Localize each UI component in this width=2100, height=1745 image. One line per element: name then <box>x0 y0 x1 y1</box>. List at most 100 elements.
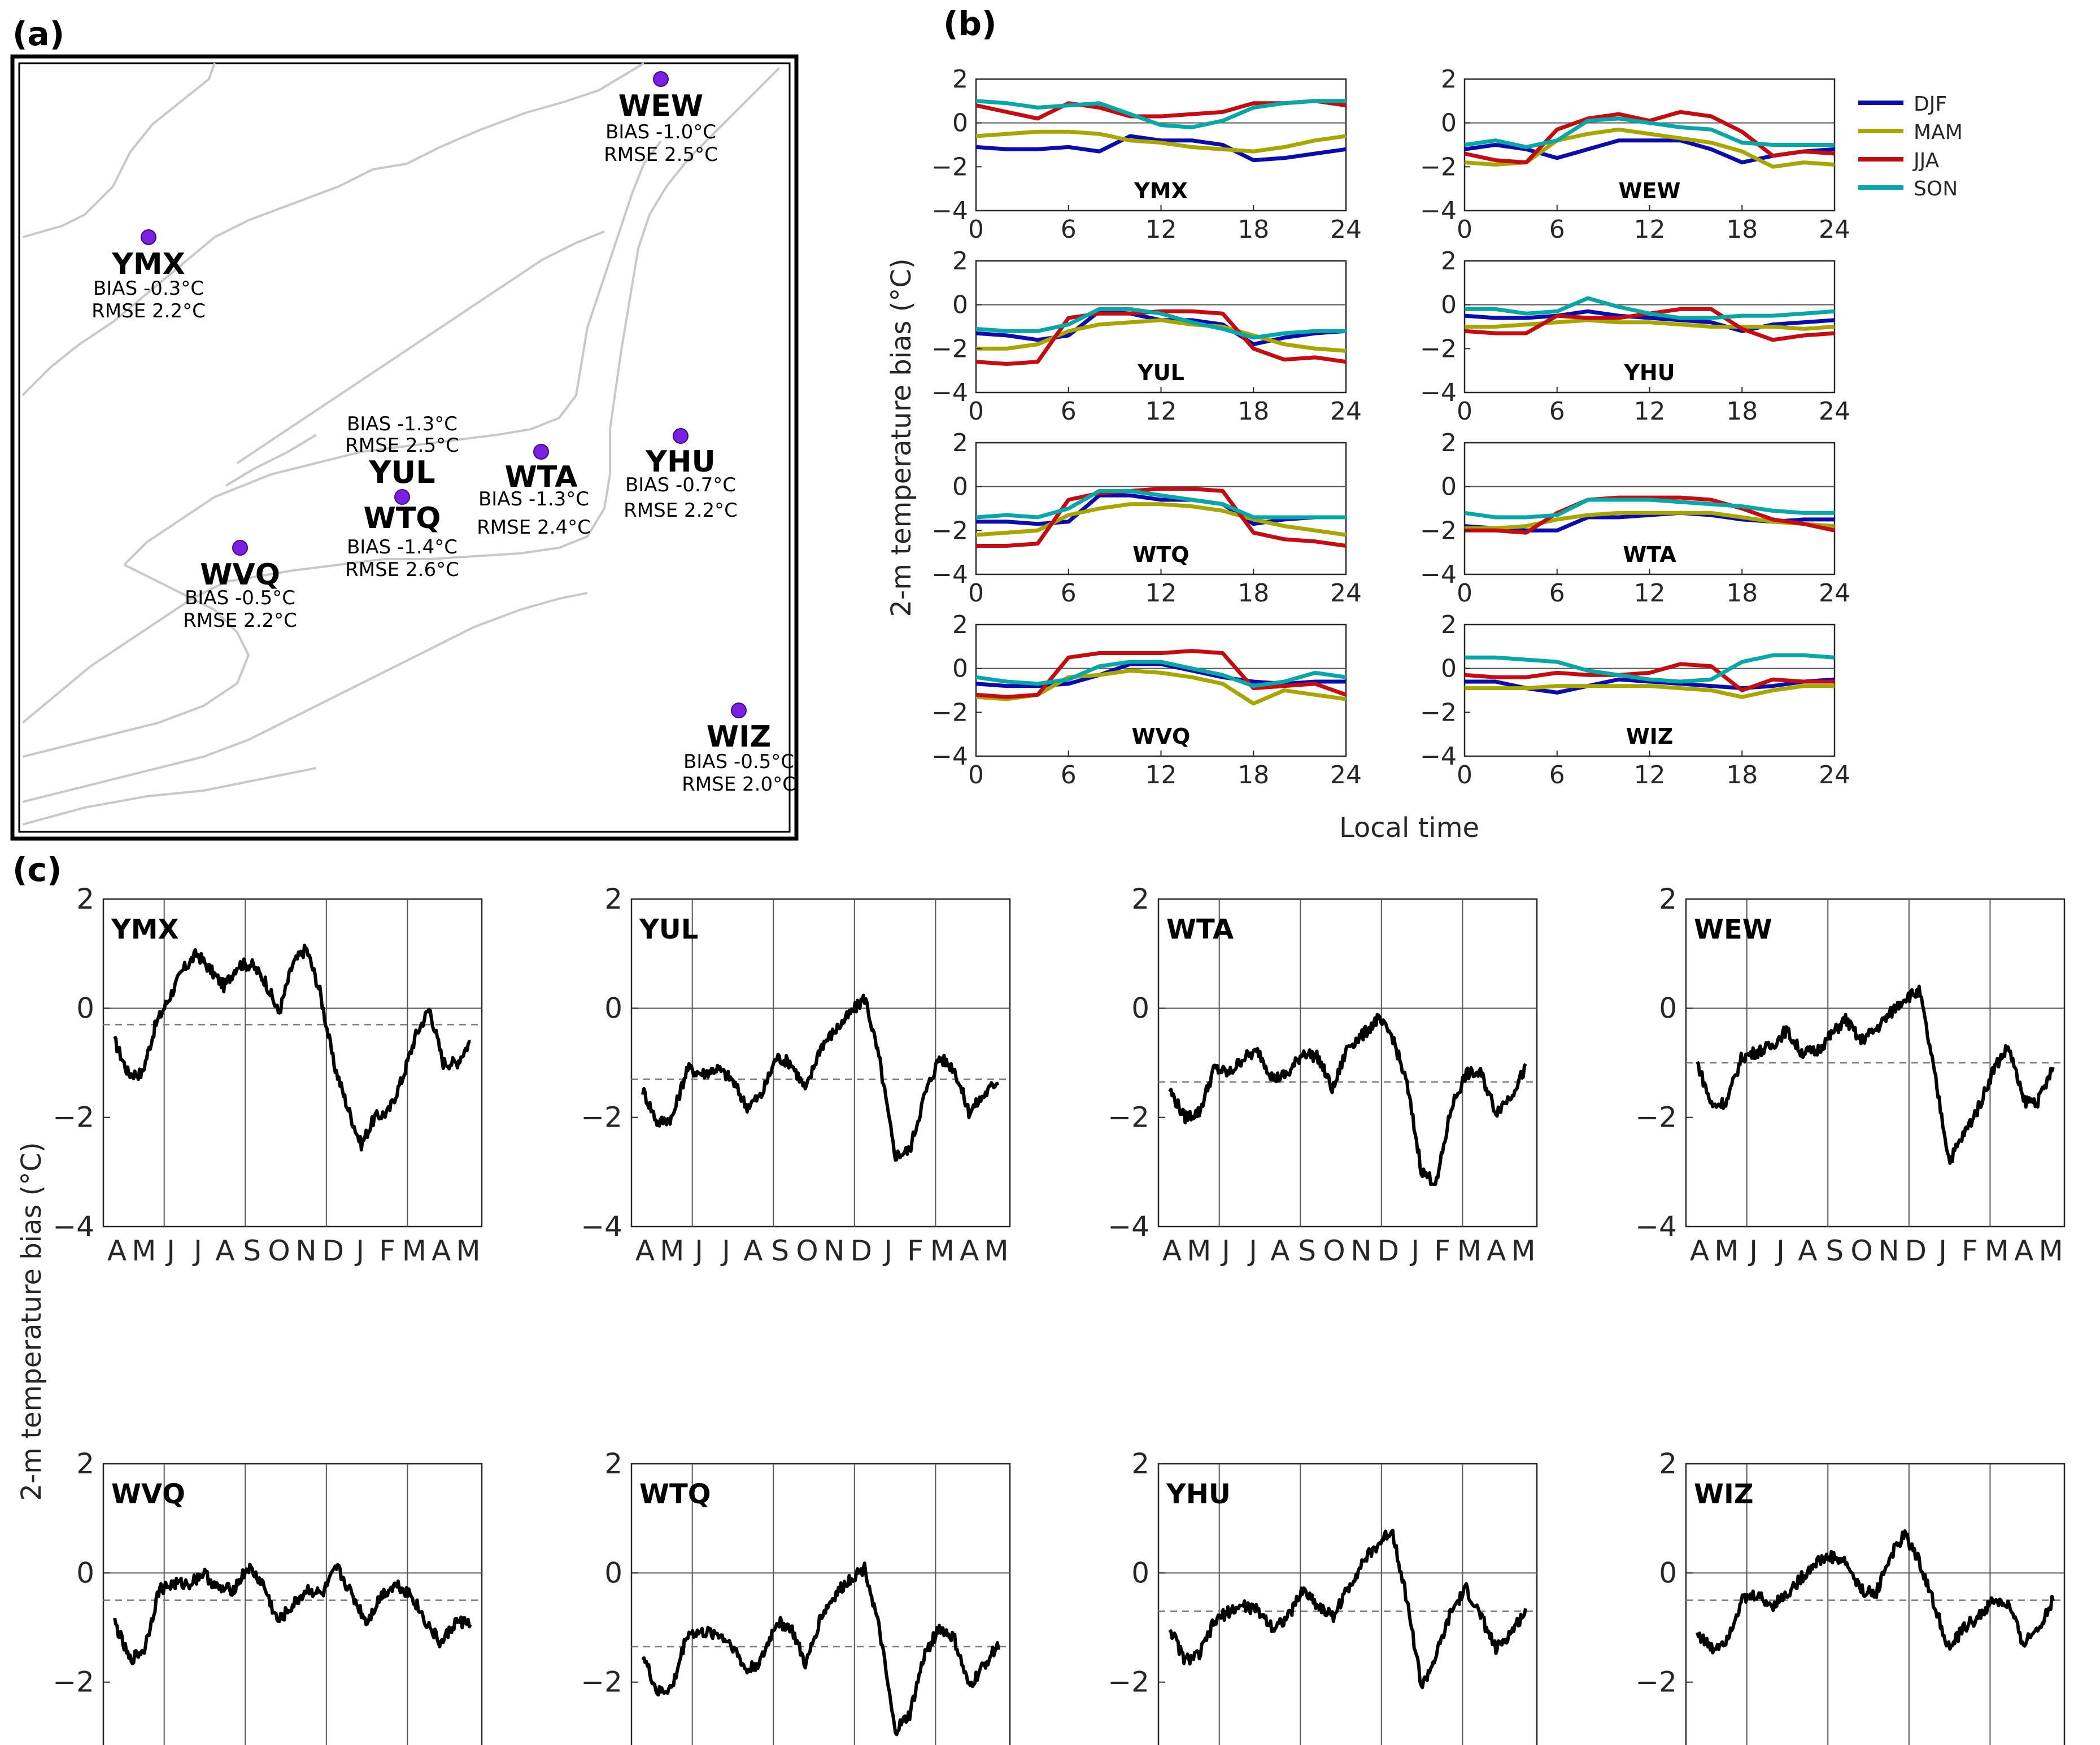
y-tick-label: 2 <box>604 1447 622 1480</box>
month-tick-label: D <box>1378 1234 1400 1267</box>
station-title-yhu: YHU <box>1623 360 1675 385</box>
series-son-wew <box>1464 116 1835 149</box>
series-mam-wta <box>1465 511 1835 530</box>
map-inner-frame <box>18 62 791 833</box>
y-tick-label: 0 <box>952 109 968 138</box>
series-djf-wvq <box>975 662 1346 688</box>
month-tick-label: D <box>323 1234 345 1267</box>
x-tick-label: 24 <box>1819 215 1850 244</box>
month-tick-label: S <box>1298 1234 1316 1267</box>
x-tick-label: 0 <box>968 397 984 426</box>
station-marker-wvq <box>232 540 248 556</box>
station-bias-wvq: BIAS -0.5°C <box>185 587 295 609</box>
series-son-wta <box>1464 498 1835 520</box>
series-jja-wtq <box>976 487 1347 548</box>
month-tick-label: A <box>1798 1234 1817 1267</box>
series-mam-yul <box>976 318 1347 353</box>
station-bias-wta: BIAS -1.3°C <box>478 488 589 511</box>
y-tick-label: 2 <box>76 883 94 915</box>
y-tick-label: 0 <box>1131 1556 1149 1589</box>
y-tick-label: −4 <box>931 560 968 589</box>
series-jja-wta <box>1465 495 1835 535</box>
month-tick-label: M <box>1511 1234 1536 1267</box>
y-tick-label: −2 <box>1635 1666 1677 1699</box>
y-tick-label: 0 <box>1441 473 1457 501</box>
month-tick-label: J <box>192 1234 202 1267</box>
station-title-yul: YUL <box>639 914 698 945</box>
station-label-wtq: WTQ <box>363 501 441 535</box>
bias-curve-wew <box>1696 984 2055 1165</box>
y-tick-label: 2 <box>952 610 968 639</box>
y-tick-label: −2 <box>1420 334 1457 363</box>
x-tick-label: 18 <box>1726 579 1758 608</box>
month-tick-label: J <box>1247 1234 1257 1267</box>
month-tick-label: M <box>930 1234 955 1267</box>
month-tick-label: D <box>851 1234 873 1267</box>
y-tick-label: 0 <box>604 992 622 1024</box>
bias-curve-yul <box>641 993 999 1162</box>
series-jja-wew <box>1464 110 1835 165</box>
month-tick-label: J <box>1409 1234 1419 1267</box>
x-tick-label: 12 <box>1634 579 1666 608</box>
legend-djf: DJF <box>1914 93 1947 116</box>
station-title-yhu: YHU <box>1166 1478 1231 1510</box>
month-tick-label: A <box>635 1234 655 1267</box>
x-tick-label: 0 <box>968 579 984 608</box>
annual-axes-wtq <box>630 1463 1011 1745</box>
month-tick-label: A <box>1162 1234 1182 1267</box>
diurnal-subplot-yul: 0 6 12 18 24 2 0 −2 −4 YUL <box>931 247 1362 426</box>
month-tick-label: A <box>215 1234 234 1267</box>
station-rmse-wew: RMSE 2.5°C <box>604 143 718 166</box>
month-tick-label: J <box>1220 1234 1230 1267</box>
month-tick-label: J <box>354 1234 364 1267</box>
diurnal-axes-wta <box>1463 442 1836 575</box>
x-tick-label: 18 <box>1238 761 1269 789</box>
y-tick-label: −2 <box>1420 516 1457 545</box>
month-tick-label: O <box>796 1234 818 1267</box>
x-tick-label: 12 <box>1634 397 1666 426</box>
x-tick-label: 18 <box>1238 215 1269 244</box>
series-son-wtq <box>975 488 1346 520</box>
x-tick-label: 24 <box>1330 397 1362 426</box>
series-mam-wtq <box>975 502 1347 537</box>
y-tick-label: −4 <box>1420 378 1457 407</box>
station-rmse-wiz: RMSE 2.0°C <box>682 773 796 796</box>
x-tick-label: 6 <box>1549 397 1565 426</box>
x-tick-label: 0 <box>968 215 984 244</box>
bias-curve-wvq <box>113 1563 472 1665</box>
x-tick-label: 6 <box>1549 215 1565 244</box>
month-tick-label: M <box>402 1234 426 1267</box>
station-title-wvq: WVQ <box>1132 724 1191 749</box>
y-tick-label: −4 <box>931 378 968 407</box>
x-tick-label: 0 <box>1457 397 1472 426</box>
station-title-wiz: WIZ <box>1694 1478 1754 1510</box>
month-tick-label: M <box>660 1234 684 1267</box>
y-tick-label: −4 <box>1635 1210 1677 1243</box>
station-title-wew: WEW <box>1619 178 1681 203</box>
y-tick-label: 0 <box>76 1556 94 1589</box>
station-rmse-wtq: RMSE 2.6°C <box>345 559 459 581</box>
month-tick-label: J <box>720 1234 730 1267</box>
y-tick-label: −4 <box>931 197 968 225</box>
station-title-wta: WTA <box>1623 542 1676 567</box>
x-tick-label: 6 <box>1061 397 1077 426</box>
diurnal-axes-wtq <box>975 442 1347 575</box>
station-marker-wew <box>653 71 669 87</box>
panel-b-y-axis-label: 2-m temperature bias (°C) <box>886 258 917 617</box>
series-djf-ymx <box>975 134 1347 163</box>
x-tick-label: 18 <box>1238 397 1269 426</box>
y-tick-label: −4 <box>581 1210 622 1243</box>
y-tick-label: 2 <box>952 429 968 457</box>
station-marker-wiz <box>731 703 747 718</box>
station-title-wta: WTA <box>1166 914 1234 945</box>
x-tick-label: 0 <box>968 761 984 789</box>
diurnal-subplot-yhu: 0 6 12 18 24 2 0 −2 −4 YHU <box>1420 247 1850 426</box>
diurnal-subplot-wta: 0 6 12 18 24 2 0 −2 −4 WTA <box>1420 429 1850 608</box>
x-tick-label: 24 <box>1819 761 1850 789</box>
y-tick-label: −2 <box>931 516 968 545</box>
